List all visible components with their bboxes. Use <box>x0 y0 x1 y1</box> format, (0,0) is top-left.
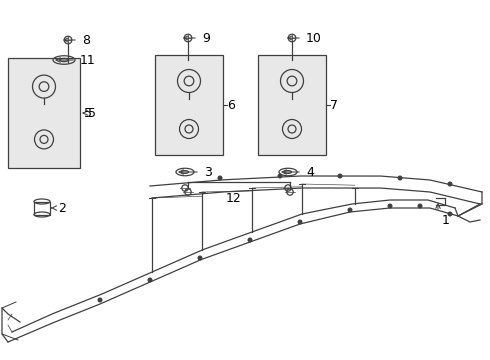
Circle shape <box>388 204 392 208</box>
Text: 10: 10 <box>306 31 322 45</box>
Circle shape <box>298 220 302 224</box>
Text: 6: 6 <box>227 99 235 112</box>
Text: 9: 9 <box>202 31 210 45</box>
Text: 1: 1 <box>442 214 450 227</box>
Circle shape <box>218 176 222 180</box>
Bar <box>155 55 223 155</box>
Circle shape <box>338 174 342 178</box>
Circle shape <box>448 212 452 216</box>
Text: 5: 5 <box>84 107 92 120</box>
Circle shape <box>398 176 402 180</box>
Bar <box>258 55 326 155</box>
Text: 8: 8 <box>82 33 90 46</box>
Text: 12: 12 <box>226 192 242 205</box>
Text: 2: 2 <box>58 202 66 215</box>
Circle shape <box>348 208 352 212</box>
Circle shape <box>98 298 102 302</box>
Text: 7: 7 <box>330 99 338 112</box>
Text: 4: 4 <box>306 166 314 179</box>
Text: 11: 11 <box>80 54 96 67</box>
Circle shape <box>198 256 202 260</box>
Bar <box>8 58 80 168</box>
Text: 3: 3 <box>204 166 212 179</box>
Circle shape <box>278 174 282 178</box>
Circle shape <box>448 182 452 186</box>
Circle shape <box>418 204 422 208</box>
Circle shape <box>248 238 252 242</box>
Circle shape <box>148 278 152 282</box>
Bar <box>34 202 50 215</box>
Text: 5: 5 <box>88 107 96 120</box>
